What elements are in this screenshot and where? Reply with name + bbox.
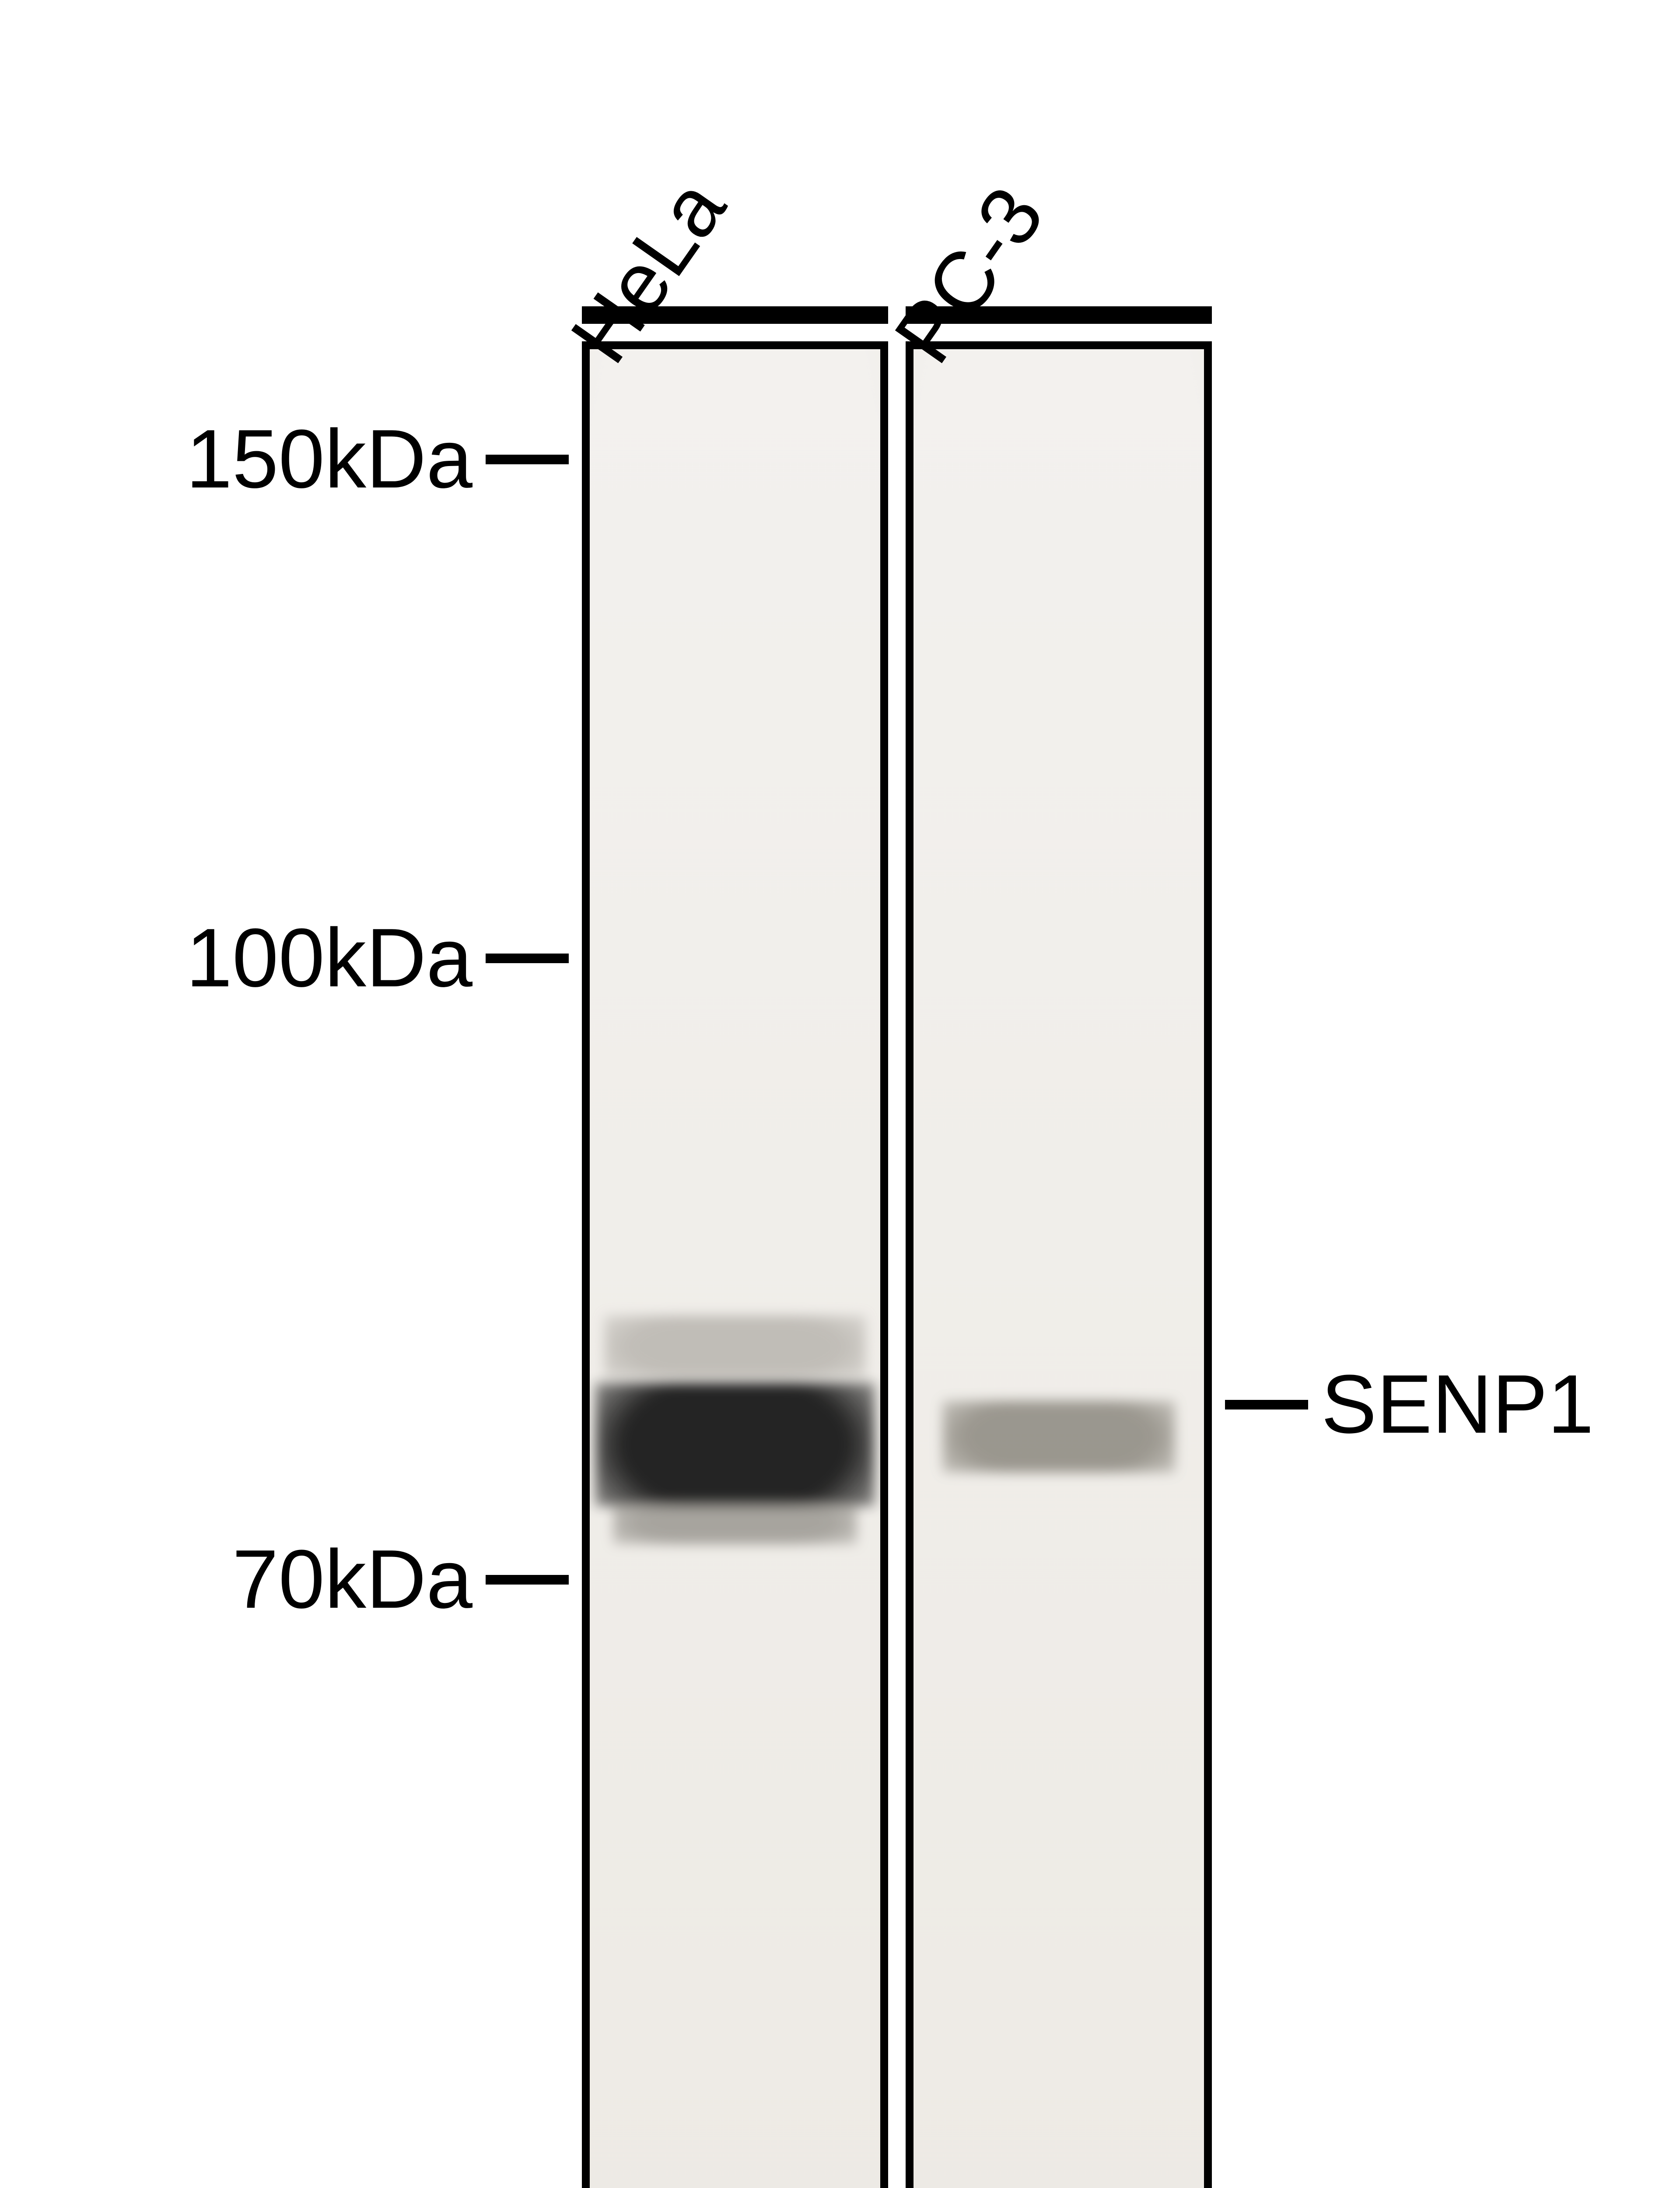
- western-blot-figure: 150kDa100kDa70kDa50kDaHeLaPC-3SENP1: [0, 0, 1680, 2188]
- target-tick: [1225, 1400, 1308, 1410]
- band-pc-3-0: [942, 1401, 1175, 1473]
- band-hela-2: [613, 1500, 857, 1545]
- mw-label-100kDa: 100kDa: [186, 910, 472, 1006]
- lane-strip-hela: [582, 341, 888, 2188]
- lane-strip-pc-3: [906, 341, 1212, 2188]
- lane-background: [914, 349, 1204, 2188]
- mw-tick-70kDa: [486, 1575, 569, 1585]
- band-hela-1: [595, 1383, 874, 1506]
- mw-tick-150kDa: [486, 455, 569, 464]
- band-hela-0: [604, 1315, 866, 1378]
- lane-background: [590, 349, 880, 2188]
- mw-tick-100kDa: [486, 954, 569, 963]
- mw-label-150kDa: 150kDa: [186, 411, 472, 507]
- target-label: SENP1: [1321, 1357, 1594, 1452]
- mw-label-70kDa: 70kDa: [232, 1532, 472, 1627]
